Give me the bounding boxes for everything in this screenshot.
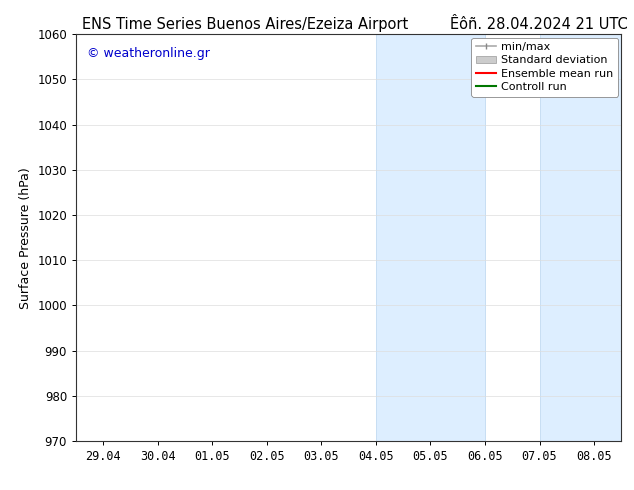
Text: Êôñ. 28.04.2024 21 UTC: Êôñ. 28.04.2024 21 UTC — [450, 17, 628, 32]
Text: ENS Time Series Buenos Aires/Ezeiza Airport: ENS Time Series Buenos Aires/Ezeiza Airp… — [82, 17, 409, 32]
Title: ENS Time Series Buenos Aires/Ezeiza Airport      Êôñ. 28.04.2024 21 UTC: ENS Time Series Buenos Aires/Ezeiza Airp… — [0, 489, 1, 490]
Legend: min/max, Standard deviation, Ensemble mean run, Controll run: min/max, Standard deviation, Ensemble me… — [471, 38, 618, 97]
Bar — [540, 34, 621, 441]
Y-axis label: Surface Pressure (hPa): Surface Pressure (hPa) — [19, 167, 32, 309]
Text: © weatheronline.gr: © weatheronline.gr — [87, 47, 210, 59]
Bar — [376, 34, 485, 441]
